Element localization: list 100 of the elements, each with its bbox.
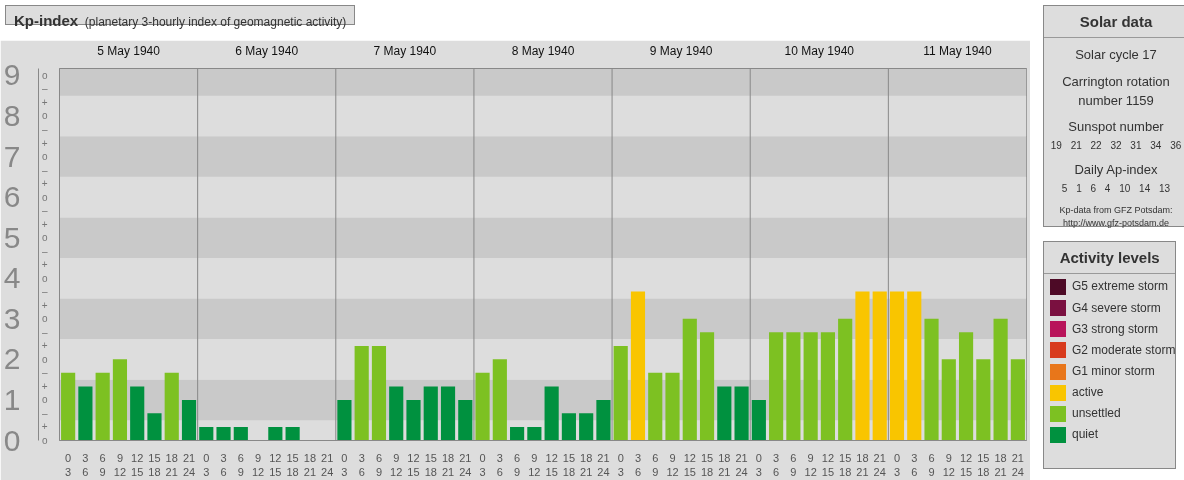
text: o [41,353,48,365]
bar [216,427,231,441]
bar [751,399,766,441]
text: – [41,83,48,95]
text: Carrington rotation number 1159 [1061,73,1171,110]
text: Solar cycle 17 [1074,46,1158,65]
text: 11 May 1940 [923,43,992,58]
text: 5 1 6 4 10 14 13 [1060,181,1172,196]
x-tick-label: 12 15 [545,451,558,478]
bar [803,332,818,441]
x-tick-label: 6 9 [928,451,935,478]
x-tick-label: 9 12 [528,451,541,478]
x-tick-label: 15 18 [424,451,437,478]
bar [371,345,387,441]
x-tick-label: 12 15 [959,451,973,478]
bar [889,291,905,441]
x-tick-label: 3 6 [634,451,642,478]
x-tick-label: 9 12 [666,451,679,478]
bar [112,359,128,441]
x-tick-label: 21 24 [459,451,472,478]
bar [665,372,680,441]
text: o [41,110,48,122]
bar [492,359,507,441]
bar [389,386,404,441]
bar [354,345,369,441]
text: 10 May 1940 [784,43,855,58]
x-tick-label: 0 3 [617,451,624,478]
y-tick-label: 0 [3,423,21,457]
y-tick-label: 4 [3,261,21,295]
y-tick-label: 2 [3,342,21,376]
x-tick-label: 9 12 [804,451,817,478]
text: + [41,299,48,311]
x-tick-label: 0 3 [893,451,901,478]
text: o [41,191,48,203]
y-tick-label: 5 [3,220,21,254]
x-tick-label: 21 24 [182,451,196,478]
x-tick-label: 12 15 [131,451,144,478]
x-tick-label: 6 9 [790,451,797,478]
chart-title: Kp-index [14,12,79,29]
x-tick-label: 18 21 [441,451,455,478]
text: + [41,137,48,149]
bar [268,427,283,441]
legend-label: active [1071,384,1105,402]
x-tick-label: 21 24 [873,451,886,478]
bar [458,399,473,441]
text: + [41,380,48,392]
bar [941,359,956,441]
bar [838,318,853,441]
text: o [41,394,48,406]
x-tick-label: 21 24 [321,451,334,478]
x-tick-label: 3 6 [358,451,365,478]
x-tick-label: 0 3 [203,451,210,478]
x-tick-label: 15 18 [562,451,576,478]
x-tick-label: 15 18 [700,451,714,478]
bar [95,372,110,441]
text: Solar data [1044,6,1184,39]
legend-label: G2 moderate storm [1071,341,1176,359]
y-tick-label: 7 [3,139,21,173]
x-tick-label: 12 15 [821,451,835,478]
text: 8 May 1940 [511,43,575,58]
bar [855,291,870,441]
x-tick-label: 9 12 [390,451,403,478]
text: 7 May 1940 [373,43,437,58]
bar [199,427,214,441]
x-tick-label: 18 21 [994,451,1007,478]
text: – [41,407,48,419]
bar [924,318,939,441]
text: Sunspot number [1067,118,1165,137]
bar [786,332,801,441]
x-tick-label: 18 21 [303,451,317,478]
x-tick-label: 12 15 [269,451,282,478]
text: 5 May 1940 [97,43,161,58]
bar [527,427,542,441]
bar [561,413,576,441]
y-tick-label: 1 [3,382,21,416]
y-tick-label: 9 [3,58,21,92]
x-tick-label: 21 24 [597,451,610,478]
bar [233,427,248,441]
bar [475,372,490,441]
bar [544,386,559,441]
text: – [41,326,48,338]
x-tick-label: 18 21 [718,451,731,478]
text: Kp-data from GFZ Potsdam: http://www.gfz-potsdam.de [1058,203,1174,230]
bar [406,399,421,441]
bar [630,291,646,441]
bar [423,386,438,441]
legend-label: G1 minor storm [1071,363,1156,380]
x-tick-label: 18 21 [856,451,869,478]
bar [682,318,697,441]
x-tick-label: 15 18 [148,451,161,478]
text: + [41,340,48,352]
legend-label: G3 strong storm [1071,320,1160,338]
bar [717,386,732,441]
x-tick-label: 0 3 [341,451,348,478]
text: – [41,123,48,135]
x-tick-label: 6 9 [652,451,659,478]
text: o [41,313,48,325]
text: o [41,272,48,284]
bar [907,291,922,441]
bar [440,386,456,441]
